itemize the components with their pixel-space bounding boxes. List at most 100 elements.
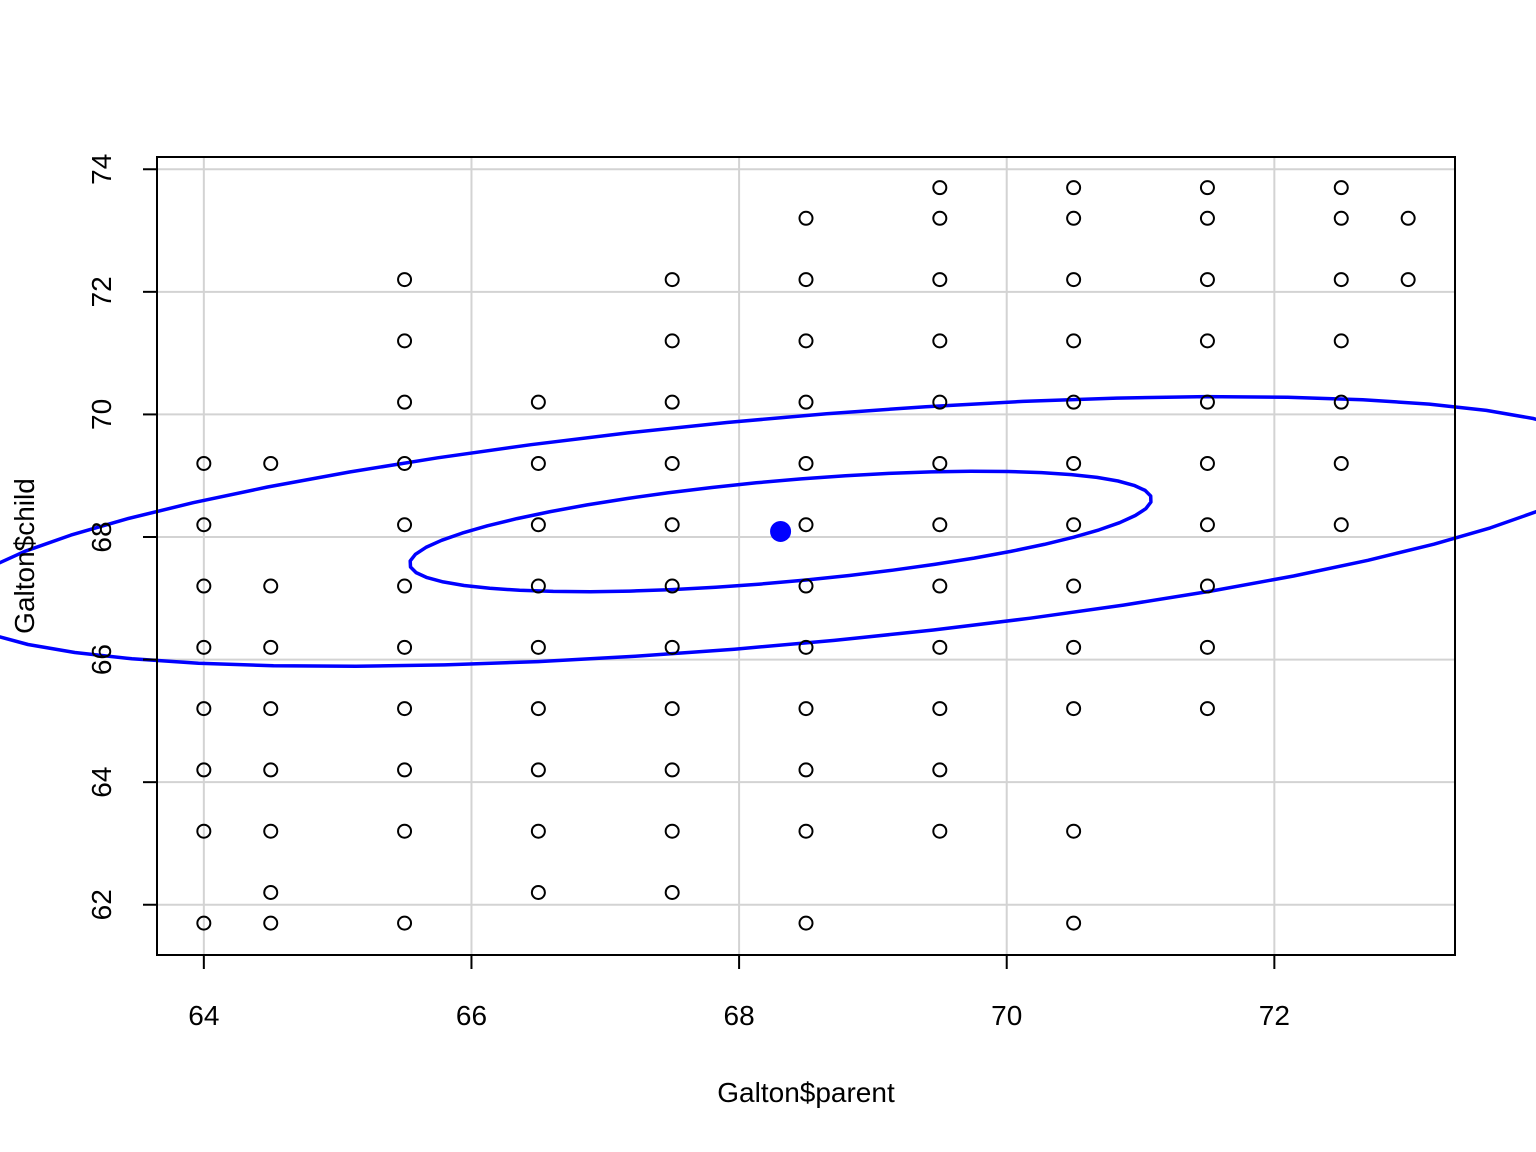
- data-point: [664, 333, 680, 349]
- data-point: [263, 639, 279, 655]
- data-point: [798, 701, 814, 717]
- data-point: [397, 272, 413, 288]
- data-point: [196, 823, 212, 839]
- data-point: [1199, 578, 1215, 594]
- data-point: [397, 915, 413, 931]
- data-point: [196, 578, 212, 594]
- data-point: [530, 762, 546, 778]
- data-point: [1400, 272, 1416, 288]
- data-point: [664, 455, 680, 471]
- data-point: [664, 823, 680, 839]
- center-point-layer: [770, 520, 792, 542]
- data-point: [798, 762, 814, 778]
- data-point: [530, 823, 546, 839]
- data-point: [664, 578, 680, 594]
- data-point: [196, 455, 212, 471]
- data-point: [397, 333, 413, 349]
- data-point: [263, 762, 279, 778]
- data-point: [397, 578, 413, 594]
- x-tick-label: 70: [991, 1000, 1022, 1031]
- data-point: [798, 272, 814, 288]
- y-tick-label: 68: [86, 521, 117, 552]
- data-point: [1333, 180, 1349, 196]
- data-point: [932, 701, 948, 717]
- data-point: [263, 455, 279, 471]
- data-point: [196, 517, 212, 533]
- data-point: [1066, 210, 1082, 226]
- data-point: [664, 394, 680, 410]
- data-point: [1199, 333, 1215, 349]
- x-axis: 64 66 68 70 72: [188, 954, 1290, 1031]
- data-point: [1333, 210, 1349, 226]
- data-point: [263, 578, 279, 594]
- data-point: [397, 517, 413, 533]
- y-tick-label: 62: [86, 889, 117, 920]
- data-point: [932, 272, 948, 288]
- ellipse-inner: [408, 469, 1153, 594]
- data-point: [1066, 333, 1082, 349]
- ellipse-outer: [0, 394, 1536, 669]
- data-point: [664, 884, 680, 900]
- data-point: [1333, 455, 1349, 471]
- y-tick-label: 74: [86, 154, 117, 185]
- data-point: [1199, 272, 1215, 288]
- data-point: [798, 455, 814, 471]
- x-tick-label: 64: [188, 1000, 219, 1031]
- x-tick-label: 66: [456, 1000, 487, 1031]
- y-tick-label: 66: [86, 644, 117, 675]
- data-point: [196, 701, 212, 717]
- data-point: [932, 333, 948, 349]
- data-point: [263, 823, 279, 839]
- y-axis: 62 64 66 68 70 72 74: [86, 154, 158, 920]
- data-point: [932, 455, 948, 471]
- data-point: [798, 394, 814, 410]
- data-point: [798, 517, 814, 533]
- data-point: [1199, 394, 1215, 410]
- data-point: [263, 701, 279, 717]
- x-axis-title: Galton$parent: [717, 1077, 895, 1108]
- data-point: [1199, 701, 1215, 717]
- data-point: [397, 701, 413, 717]
- data-point: [530, 517, 546, 533]
- data-point: [664, 701, 680, 717]
- data-ellipses: [0, 394, 1536, 669]
- data-point: [196, 639, 212, 655]
- data-point: [932, 639, 948, 655]
- data-point: [530, 578, 546, 594]
- data-point: [932, 180, 948, 196]
- data-point: [932, 210, 948, 226]
- data-point: [1066, 639, 1082, 655]
- data-point: [1066, 517, 1082, 533]
- data-point: [1333, 517, 1349, 533]
- y-axis-title: Galton$child: [9, 478, 40, 634]
- data-point: [932, 823, 948, 839]
- data-point: [1066, 455, 1082, 471]
- data-point: [932, 517, 948, 533]
- data-point: [1199, 639, 1215, 655]
- data-point: [196, 762, 212, 778]
- data-point: [1066, 578, 1082, 594]
- data-point: [798, 823, 814, 839]
- data-point: [1066, 272, 1082, 288]
- data-point: [397, 455, 413, 471]
- data-point: [932, 762, 948, 778]
- data-point: [530, 455, 546, 471]
- data-point: [1400, 210, 1416, 226]
- data-point: [1199, 517, 1215, 533]
- data-point: [1066, 180, 1082, 196]
- data-point: [530, 394, 546, 410]
- data-point: [1199, 180, 1215, 196]
- data-point: [1199, 455, 1215, 471]
- data-point: [1066, 823, 1082, 839]
- data-point: [1333, 272, 1349, 288]
- plot-frame: [156, 156, 1456, 956]
- data-point: [1066, 394, 1082, 410]
- data-point: [530, 639, 546, 655]
- y-tick-label: 70: [86, 399, 117, 430]
- data-point: [530, 701, 546, 717]
- center-point: [770, 520, 792, 542]
- data-point: [263, 884, 279, 900]
- data-point: [798, 915, 814, 931]
- data-point: [664, 639, 680, 655]
